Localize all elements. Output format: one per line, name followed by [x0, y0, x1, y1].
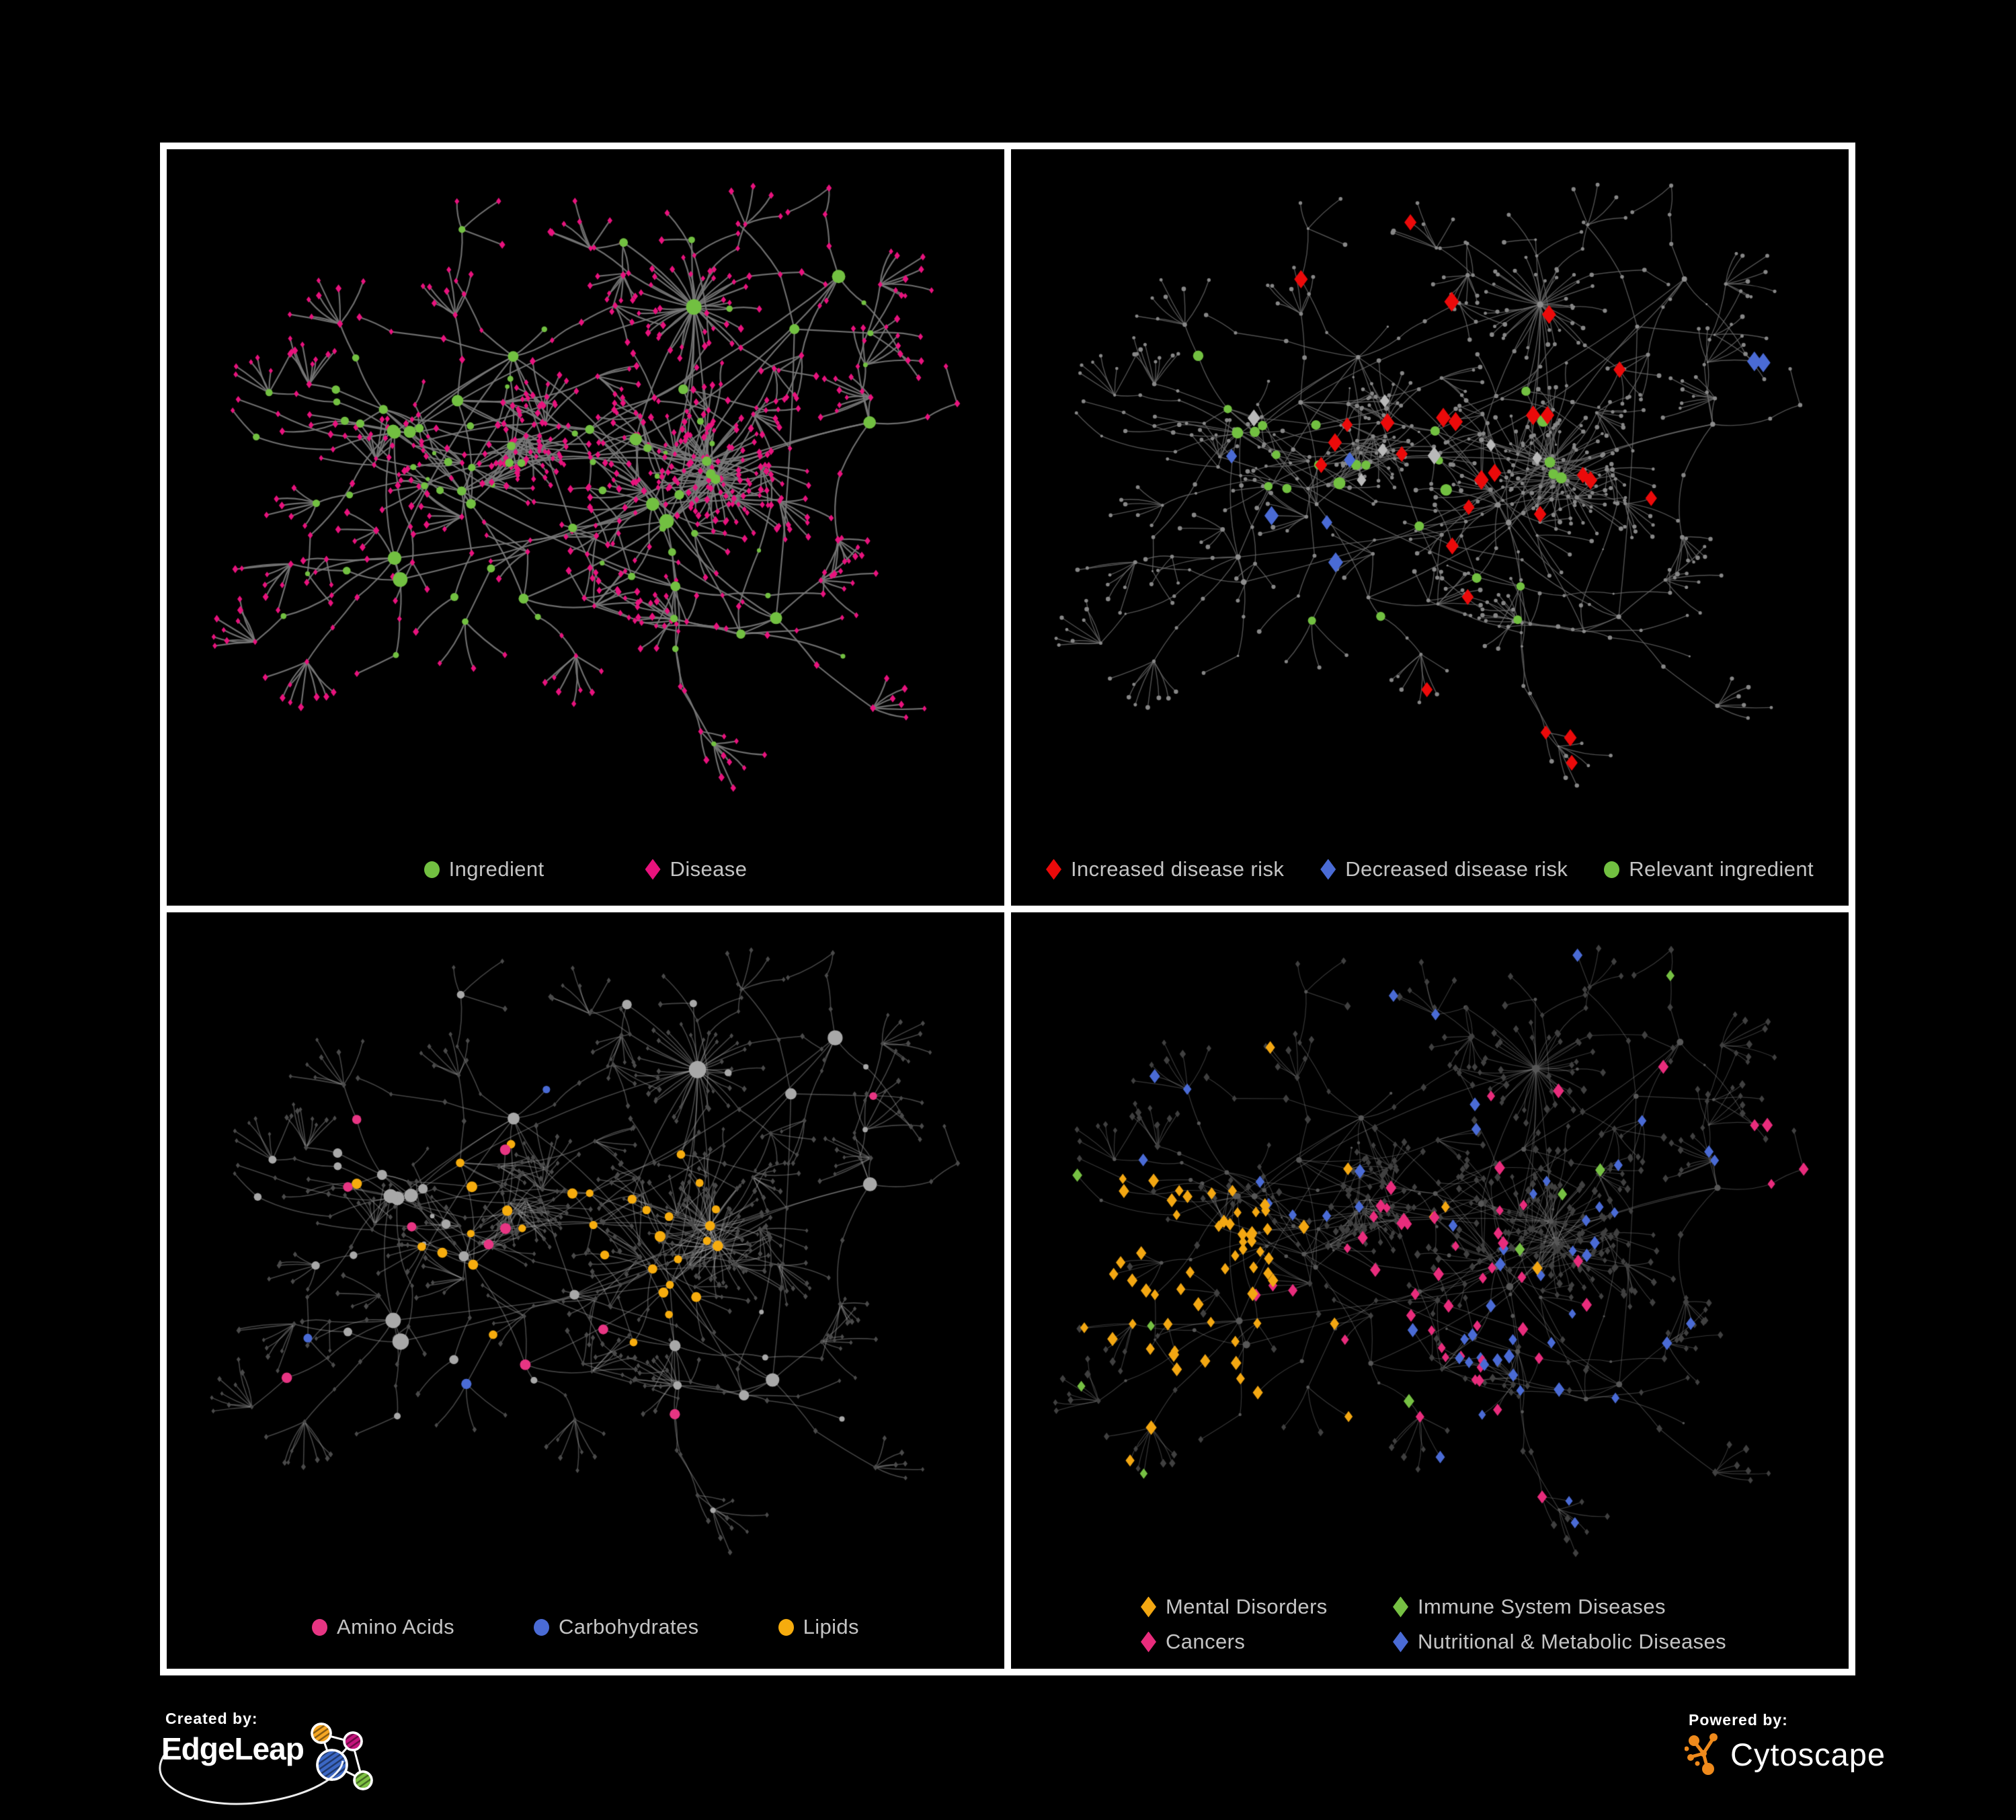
panel-disease-categories: Mental Disorders Immune System Diseases Ca… [1011, 912, 1849, 1669]
legend-disease-risk: Increased disease risk Decreased disease … [1011, 857, 1849, 881]
legend-marker-circle [534, 1618, 550, 1636]
legend-label: Immune System Diseases [1418, 1595, 1666, 1618]
cytoscape-logo-icon [1685, 1733, 1718, 1775]
legend-item: Amino Acids [312, 1615, 454, 1639]
legend-label: Relevant ingredient [1629, 857, 1814, 881]
panel-ingredient-disease: Ingredient Disease [167, 149, 1004, 906]
legend-label: Disease [670, 857, 748, 881]
legend-marker-diamond [645, 859, 661, 880]
network-canvas-ingredient-disease [167, 149, 1004, 906]
legend-label: Increased disease risk [1071, 857, 1285, 881]
legend-ingredient-disease: Ingredient Disease [167, 857, 1004, 881]
legend-item: Cancers [1141, 1630, 1393, 1654]
legend-item: Mental Disorders [1141, 1595, 1393, 1619]
legend-nutrient-classes: Amino Acids Carbohydrates Lipids [167, 1615, 1004, 1639]
panel-disease-risk: Increased disease risk Decreased disease … [1011, 149, 1849, 906]
edgeleap-credit: Created by: EdgeLeap [159, 1710, 390, 1817]
legend-item: Carbohydrates [534, 1615, 699, 1639]
legend-marker-circle [424, 861, 440, 878]
legend-label: Amino Acids [337, 1615, 455, 1638]
legend-marker-circle [778, 1618, 794, 1636]
legend-item: Lipids [778, 1615, 859, 1639]
legend-item: Nutritional & Metabolic Diseases [1393, 1630, 1726, 1654]
legend-marker-circle [312, 1618, 328, 1636]
legend-marker-diamond [1320, 859, 1336, 880]
legend-label: Decreased disease risk [1345, 857, 1568, 881]
legend-marker-diamond [1141, 1631, 1156, 1653]
figure-grid: Ingredient Disease Increased disease risk… [160, 143, 1855, 1675]
edgeleap-wordmark: EdgeLeap [161, 1731, 305, 1766]
network-canvas-nutrient-classes [167, 912, 1004, 1669]
legend-label: Carbohydrates [559, 1615, 699, 1638]
legend-label: Lipids [803, 1615, 859, 1638]
legend-item: Immune System Diseases [1393, 1595, 1726, 1619]
network-canvas-disease-risk [1011, 149, 1849, 906]
legend-item: Disease [645, 857, 748, 881]
legend-label: Nutritional & Metabolic Diseases [1418, 1630, 1727, 1653]
powered-by-label: Powered by: [1689, 1711, 1788, 1729]
legend-marker-diamond [1393, 1631, 1408, 1653]
legend-disease-categories: Mental Disorders Immune System Diseases Ca… [1141, 1595, 1726, 1654]
legend-marker-diamond [1046, 859, 1062, 880]
cytoscape-wordmark: Cytoscape [1730, 1736, 1886, 1772]
legend-marker-diamond [1393, 1596, 1408, 1618]
legend-marker-circle [1604, 861, 1620, 878]
network-canvas-disease-categories [1011, 912, 1849, 1669]
legend-marker-diamond [1141, 1596, 1156, 1618]
panel-nutrient-classes: Amino Acids Carbohydrates Lipids [167, 912, 1004, 1669]
legend-item: Relevant ingredient [1604, 857, 1814, 881]
legend-label: Mental Disorders [1166, 1595, 1328, 1618]
legend-item: Decreased disease risk [1320, 857, 1568, 881]
legend-label: Cancers [1166, 1630, 1246, 1653]
legend-item: Increased disease risk [1046, 857, 1284, 881]
cytoscape-credit: Powered by: Cytoscape [1685, 1711, 1886, 1776]
legend-label: Ingredient [448, 857, 545, 881]
legend-item: Ingredient [424, 857, 545, 881]
created-by-label: Created by: [165, 1710, 258, 1727]
edgeleap-logo-icon [311, 1723, 373, 1790]
